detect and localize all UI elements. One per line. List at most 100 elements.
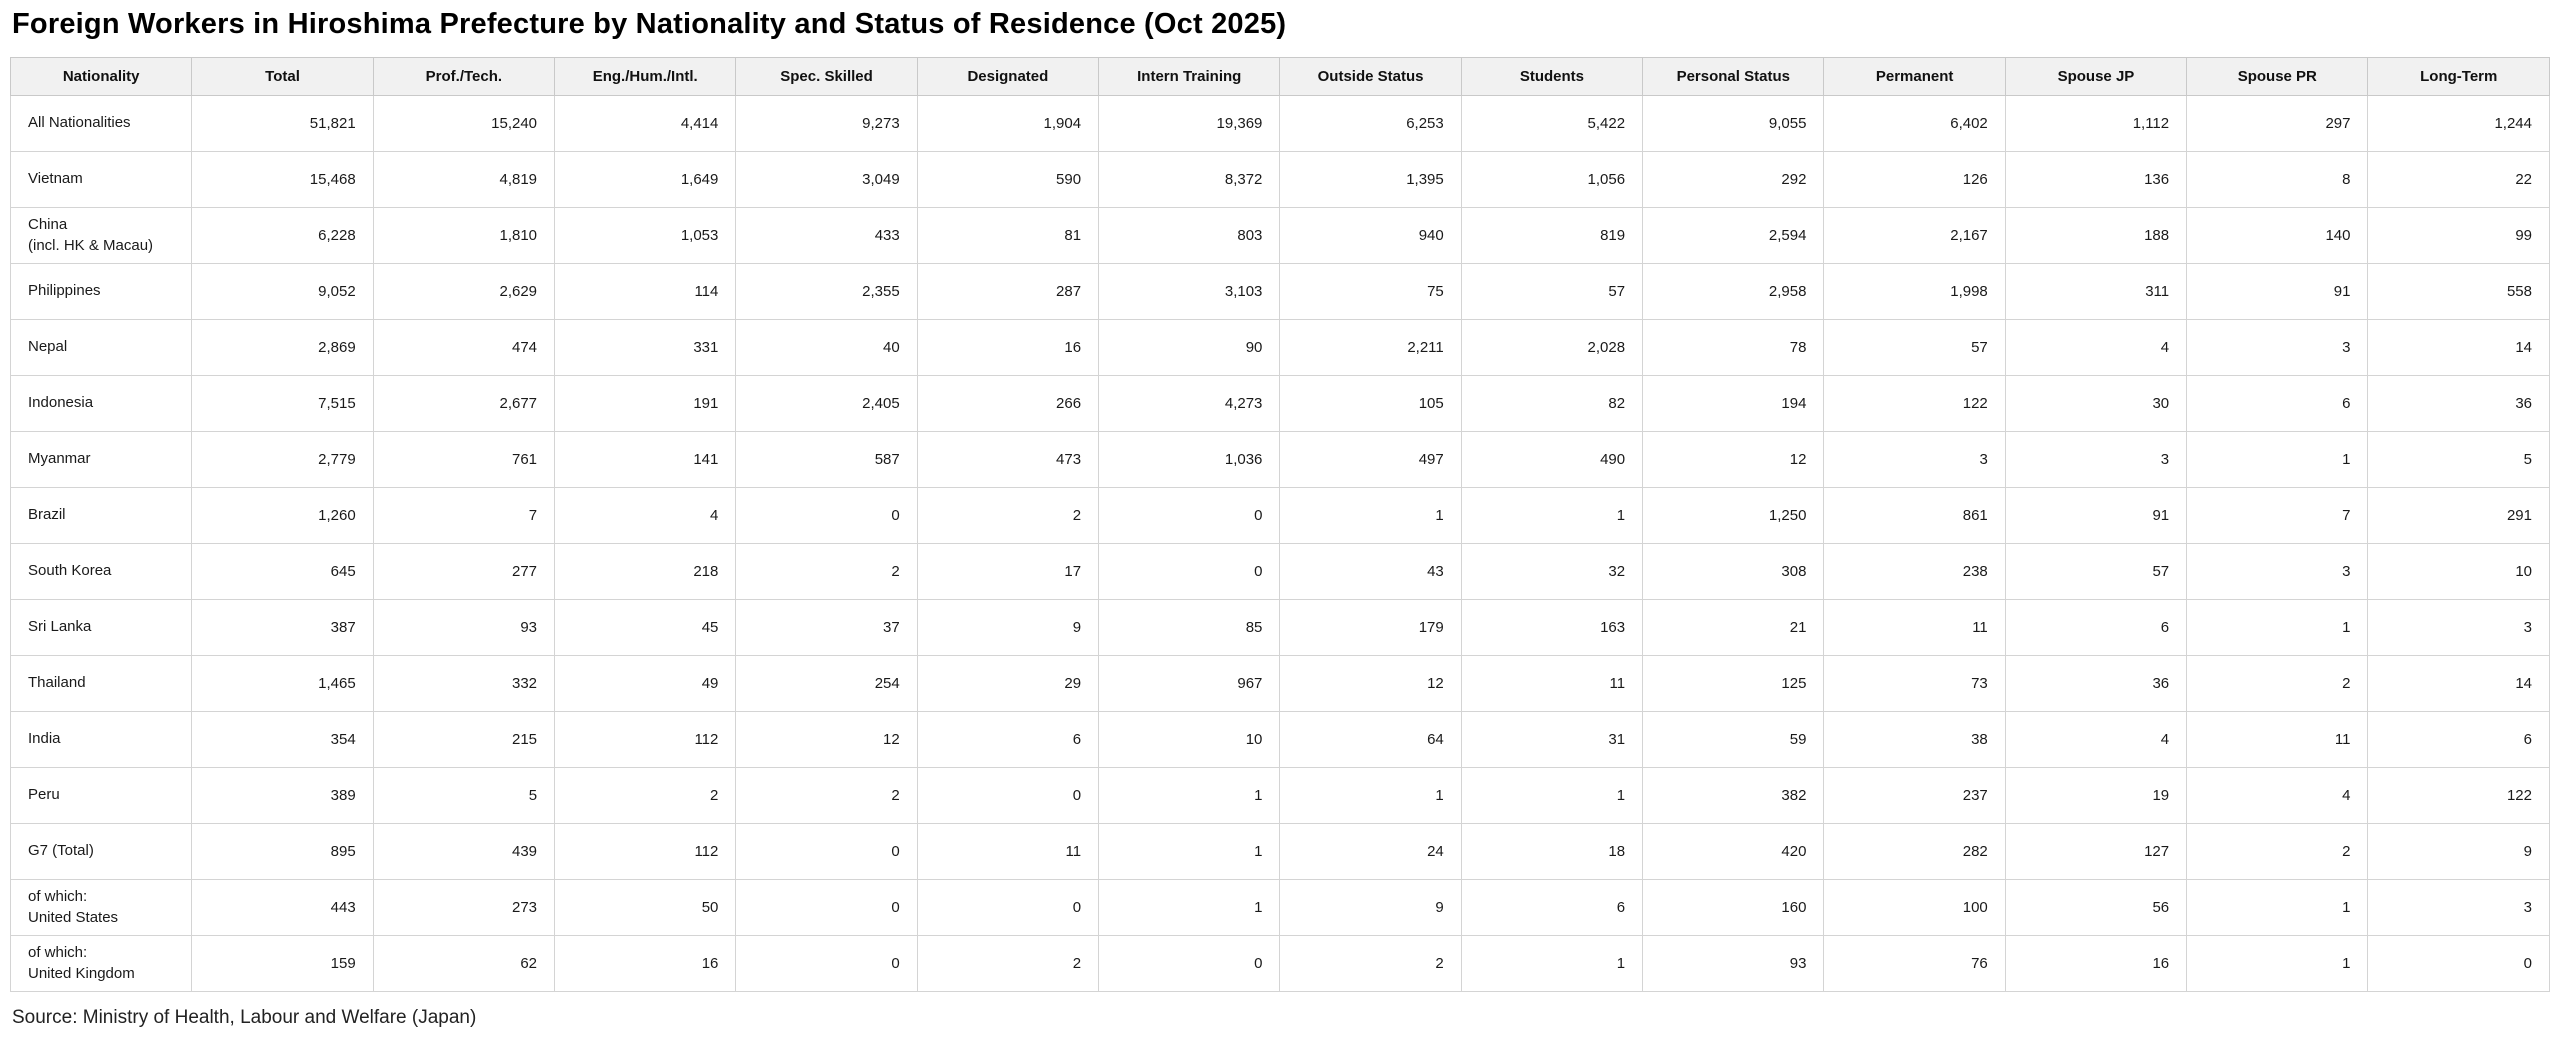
value-cell: 122 [1823,375,2006,432]
value-cell: 558 [2367,263,2550,320]
nationality-cell: Thailand [9,655,193,712]
value-cell: 105 [1279,375,1462,432]
value-cell: 490 [1460,431,1644,488]
value-cell: 1,056 [1460,151,1644,208]
value-cell: 1,053 [554,207,737,264]
value-cell: 16 [554,935,737,992]
value-cell: 14 [2367,319,2550,376]
value-cell: 81 [916,207,1100,264]
value-cell: 0 [735,823,918,880]
value-cell: 3 [2004,431,2188,488]
table-row: Vietnam 15,468 4,819 1,649 3,049 590 8,372 1,39… [9,151,2550,208]
value-cell: 439 [372,823,556,880]
value-cell: 4,273 [1098,375,1281,432]
value-cell: 1,244 [2367,95,2550,152]
value-cell: 1 [1098,823,1281,880]
header-cell: Prof./Tech. [372,57,556,96]
value-cell: 15,468 [191,151,374,208]
value-cell: 4 [554,487,737,544]
table-row: Thailand 1,465 332 49 254 29 967 12 11 125 73 36 2 14 [9,655,2550,712]
value-cell: 895 [191,823,374,880]
value-cell: 7 [2186,487,2369,544]
value-cell: 1,904 [916,95,1100,152]
nationality-cell: Indonesia [9,375,193,432]
nationality-cell: of which: United States [9,879,193,936]
value-cell: 91 [2004,487,2188,544]
value-cell: 114 [554,263,737,320]
value-cell: 382 [1642,767,1825,824]
value-cell: 6 [2004,599,2188,656]
value-cell: 254 [735,655,918,712]
value-cell: 40 [735,319,918,376]
value-cell: 76 [1823,935,2006,992]
value-cell: 10 [1098,711,1281,768]
nationality-cell: All Nationalities [9,95,193,152]
header-cell: Designated [916,57,1100,96]
value-cell: 36 [2004,655,2188,712]
value-cell: 308 [1642,543,1825,600]
value-cell: 273 [372,879,556,936]
table-row: of which: United Kingdom 159 62 16 0 2 0 2 1 93 76… [9,935,2550,992]
value-cell: 332 [372,655,556,712]
value-cell: 1,112 [2004,95,2188,152]
value-cell: 19,369 [1098,95,1281,152]
table-row: G7 (Total) 895 439 112 0 11 1 24 18 420 282 127 2 9 [9,823,2550,880]
value-cell: 389 [191,767,374,824]
value-cell: 1,395 [1279,151,1462,208]
value-cell: 2,958 [1642,263,1825,320]
header-cell: Spouse PR [2186,57,2369,96]
page-title: Foreign Workers in Hiroshima Prefecture … [12,8,1287,40]
value-cell: 24 [1279,823,1462,880]
value-cell: 5,422 [1460,95,1644,152]
value-cell: 4 [2186,767,2369,824]
table-row: Philippines 9,052 2,629 114 2,355 287 3,103 75 5… [9,263,2550,320]
value-cell: 2 [916,935,1100,992]
value-cell: 37 [735,599,918,656]
value-cell: 1 [2186,935,2369,992]
value-cell: 191 [554,375,737,432]
value-cell: 6,253 [1279,95,1462,152]
nationality-cell: India [9,711,193,768]
source-note: Source: Ministry of Health, Labour and W… [12,1007,477,1028]
value-cell: 2 [735,543,918,600]
value-cell: 194 [1642,375,1825,432]
value-cell: 56 [2004,879,2188,936]
value-cell: 474 [372,319,556,376]
value-cell: 433 [735,207,918,264]
value-cell: 2,779 [191,431,374,488]
value-cell: 297 [2186,95,2369,152]
value-cell: 30 [2004,375,2188,432]
value-cell: 100 [1823,879,2006,936]
header-cell: Permanent [1823,57,2006,96]
value-cell: 57 [2004,543,2188,600]
value-cell: 237 [1823,767,2006,824]
value-cell: 6 [1460,879,1644,936]
value-cell: 1 [1098,767,1281,824]
value-cell: 136 [2004,151,2188,208]
value-cell: 1 [2186,879,2369,936]
value-cell: 10 [2367,543,2550,600]
value-cell: 1,250 [1642,487,1825,544]
table-row: of which: United States 443 273 50 0 0 1 9 6 160 1… [9,879,2550,936]
table-row: Nepal 2,869 474 331 40 16 90 2,211 2,028 78 57 4 3 14 [9,319,2550,376]
value-cell: 188 [2004,207,2188,264]
value-cell: 125 [1642,655,1825,712]
value-cell: 311 [2004,263,2188,320]
value-cell: 75 [1279,263,1462,320]
value-cell: 1,465 [191,655,374,712]
value-cell: 49 [554,655,737,712]
nationality-cell: Philippines [9,263,193,320]
value-cell: 127 [2004,823,2188,880]
value-cell: 19 [2004,767,2188,824]
value-cell: 11 [916,823,1100,880]
header-cell: Eng./Hum./Intl. [554,57,737,96]
value-cell: 14 [2367,655,2550,712]
value-cell: 443 [191,879,374,936]
value-cell: 3 [2186,543,2369,600]
value-cell: 51,821 [191,95,374,152]
value-cell: 0 [1098,935,1281,992]
value-cell: 4,819 [372,151,556,208]
value-cell: 2 [554,767,737,824]
value-cell: 1 [1460,935,1644,992]
value-cell: 0 [916,879,1100,936]
